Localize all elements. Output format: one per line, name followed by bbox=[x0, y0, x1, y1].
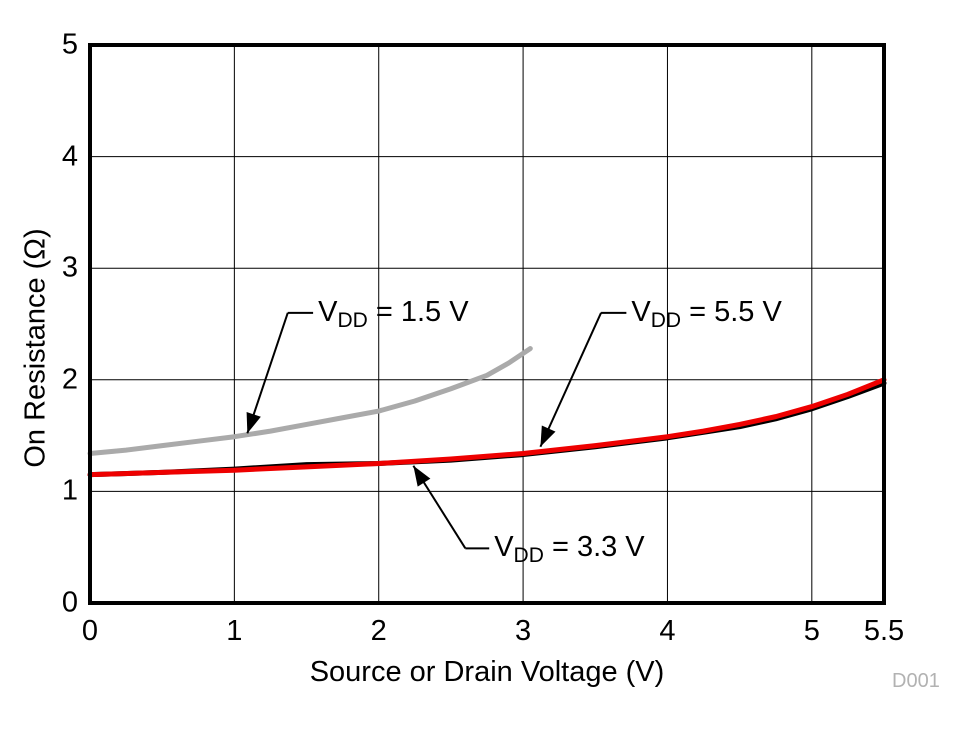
curve-vdd-5.5-v bbox=[87, 380, 887, 478]
y-tick-label: 5 bbox=[61, 28, 78, 61]
annotation-vdd-3v3: VDD = 3.3 V bbox=[494, 531, 645, 567]
annotation-subscript: DD bbox=[337, 308, 368, 332]
y-tick-label: 2 bbox=[61, 363, 78, 396]
curve-vdd-1.5-v bbox=[87, 346, 533, 456]
annotation-text: = 3.3 V bbox=[543, 531, 645, 564]
y-axis-title: On Resistance (Ω) bbox=[19, 228, 52, 468]
y-tick-label: 1 bbox=[61, 474, 78, 507]
watermark-label: D001 bbox=[892, 670, 940, 692]
annotation-vdd-5v5: VDD = 5.5 V bbox=[631, 295, 782, 331]
annotation-leader-line bbox=[246, 312, 289, 434]
annotation-arrowhead bbox=[413, 465, 431, 487]
annotation-text: = 1.5 V bbox=[367, 295, 469, 328]
y-tick-label: 4 bbox=[61, 140, 78, 173]
annotation-vdd-1v5: VDD = 1.5 V bbox=[318, 295, 469, 331]
x-tick-label: 3 bbox=[515, 615, 532, 647]
y-tick-label: 3 bbox=[61, 251, 78, 284]
annotation-subscript: DD bbox=[650, 308, 682, 332]
x-tick-label: 5 bbox=[803, 615, 820, 647]
y-tick-label: 0 bbox=[61, 586, 78, 619]
x-axis-title: Source or Drain Voltage (V) bbox=[309, 656, 665, 688]
annotation-arrowhead bbox=[246, 412, 261, 434]
annotation-text: V bbox=[318, 295, 338, 328]
x-tick-label: 4 bbox=[659, 615, 676, 647]
annotation-text: = 5.5 V bbox=[681, 295, 782, 328]
plot-frame bbox=[88, 43, 886, 605]
annotation-text: V bbox=[631, 295, 651, 328]
x-tick-label: 5.5 bbox=[863, 615, 905, 647]
x-tick-label: 1 bbox=[226, 615, 243, 647]
x-tick-label: 2 bbox=[370, 615, 387, 647]
annotation-leader-line bbox=[539, 312, 602, 448]
x-tick-label: 0 bbox=[81, 615, 99, 647]
annotation-subscript: DD bbox=[513, 544, 544, 568]
annotation-arrowhead bbox=[540, 425, 556, 447]
curve-vdd-3.3-v bbox=[87, 377, 887, 478]
annotation-text: V bbox=[494, 531, 514, 564]
